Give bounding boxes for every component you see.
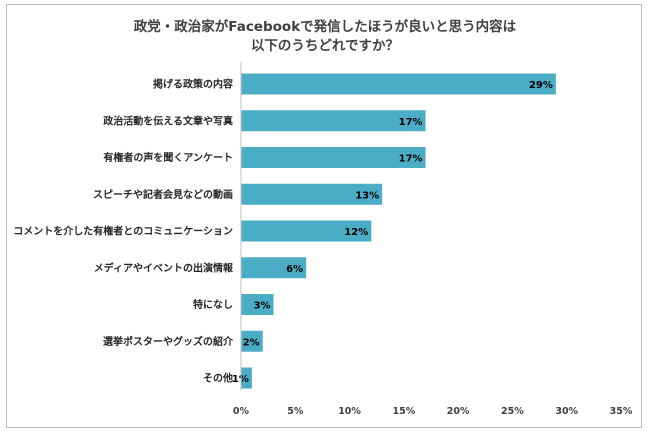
chart-title-line-2: 以下のうちどれですか？	[250, 38, 400, 54]
x-tick-label: 25%	[501, 406, 524, 417]
data-label: 6%	[286, 264, 303, 275]
data-label: 17%	[399, 154, 423, 165]
bar	[241, 257, 307, 279]
bar	[241, 330, 263, 352]
bar	[241, 73, 556, 95]
category-label: 特になし	[193, 298, 233, 311]
category-label: メディアやイベントの出演情報	[94, 261, 234, 274]
data-label: 3%	[254, 301, 271, 312]
data-label: 1%	[232, 374, 249, 385]
bar	[241, 183, 383, 205]
bar	[241, 367, 252, 389]
category-label: その他	[203, 372, 233, 385]
category-label: コメントを介した有権者とのコミュニケーション	[13, 225, 233, 238]
chart-title-line-1: 政党・政治家がFacebookで発信したほうが良いと思う内容は	[133, 19, 517, 35]
category-label: 掲げる政策の内容	[153, 78, 233, 91]
bar	[241, 220, 372, 242]
x-tick-label: 20%	[447, 406, 470, 417]
bar	[241, 294, 274, 315]
data-label: 17%	[399, 117, 423, 128]
category-label: スピーチや記者会見などの動画	[93, 188, 233, 201]
x-tick-label: 35%	[610, 406, 633, 417]
category-label: 有権者の声を聞くアンケート	[103, 151, 233, 164]
x-tick-label: 0%	[233, 406, 250, 417]
data-label: 29%	[529, 80, 553, 91]
x-tick-label: 30%	[555, 406, 578, 417]
chart-title: 政党・政治家がFacebookで発信したほうが良いと思う内容は 以下のうちどれで…	[0, 18, 650, 56]
data-label: 13%	[355, 190, 379, 201]
category-label: 政治活動を伝える文章や写真	[103, 114, 233, 127]
x-tick-label: 15%	[392, 406, 415, 417]
data-label: 2%	[243, 337, 260, 348]
bar	[241, 147, 426, 168]
x-tick-label: 10%	[338, 406, 361, 417]
x-tick-label: 5%	[287, 406, 304, 417]
category-label: 選挙ポスターやグッズの紹介	[103, 335, 234, 348]
bar	[241, 110, 426, 132]
data-label: 12%	[344, 227, 368, 238]
